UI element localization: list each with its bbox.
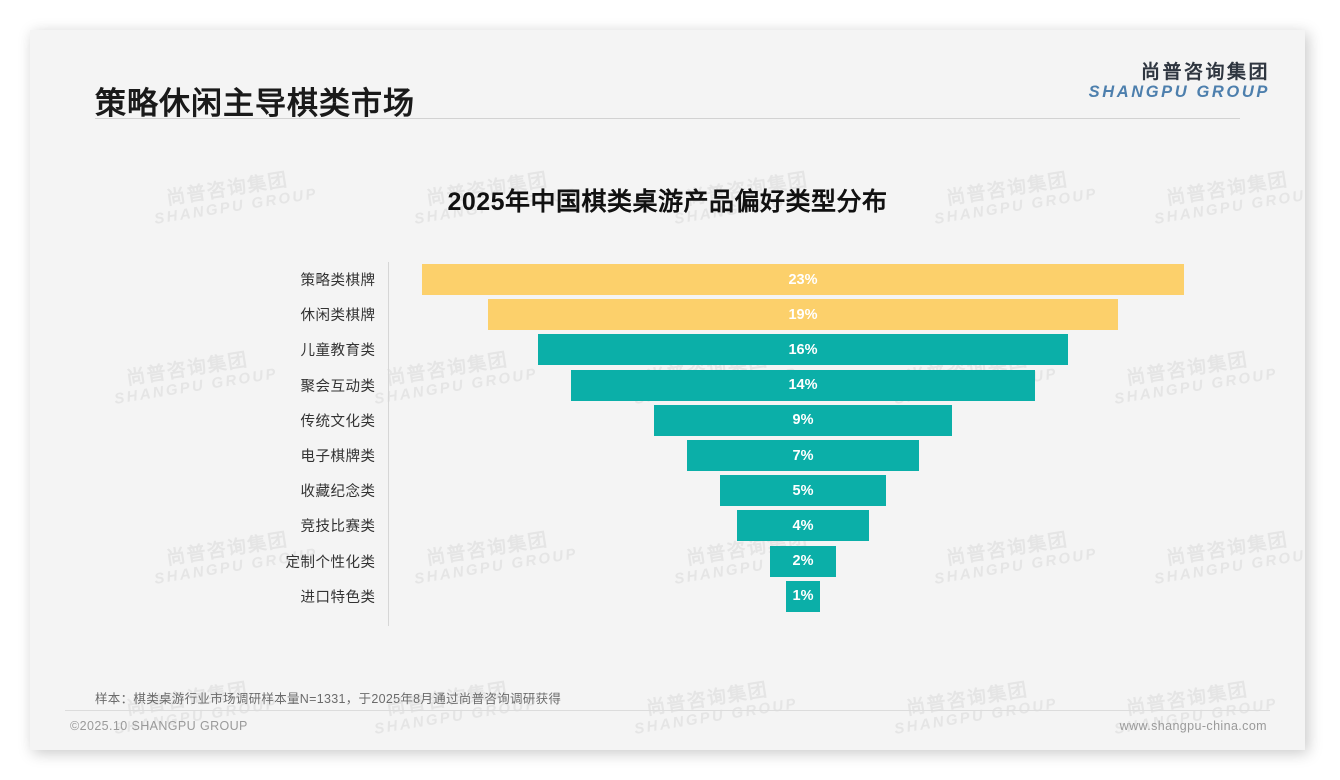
bar-chart-plot: 策略类棋牌 23% 休闲类棋牌 19% 儿童教育类 16% 聚会互动类 14% 传统文化类 9% 电… — [118, 262, 1218, 626]
bar-segment[interactable]: 5% — [720, 475, 886, 507]
bar-category-label: 进口特色类 — [300, 589, 376, 606]
bar-row: 儿童教育类 16% — [118, 332, 1218, 367]
bar-track: 9% — [389, 403, 1218, 438]
brand-logo-cn: 尚普咨询集团 — [1140, 62, 1270, 83]
bar-track: 5% — [389, 473, 1218, 508]
bar-segment[interactable]: 2% — [769, 545, 837, 577]
bar-value-label: 5% — [792, 482, 814, 499]
bar-segment[interactable]: 4% — [736, 510, 870, 542]
bar-row: 聚会互动类 14% — [118, 368, 1218, 403]
footer-divider — [65, 710, 1270, 711]
bar-track: 7% — [389, 438, 1218, 473]
bar-category-label: 竞技比赛类 — [300, 519, 376, 536]
slide-header: 策略休闲主导棋类市场 尚普咨询集团 SHANGPU GROUP — [30, 30, 1305, 121]
bar-row: 休闲类棋牌 19% — [118, 297, 1218, 332]
slide-card: 尚普咨询集团 SHANGPU GROUP 尚普咨询集团 SHANGPU GROUP 尚普… — [30, 30, 1305, 750]
bar-category-label: 收藏纪念类 — [300, 484, 376, 501]
website-url: www.shangpu-china.com — [1119, 719, 1267, 733]
bar-row: 进口特色类 1% — [118, 579, 1218, 614]
bar-track: 14% — [389, 368, 1218, 403]
chart-title: 2025年中国棋类桌游产品偏好类型分布 — [447, 188, 888, 216]
header-divider — [95, 118, 1240, 119]
bar-row: 电子棋牌类 7% — [118, 438, 1218, 473]
bar-track: 4% — [389, 508, 1218, 543]
bar-track: 1% — [389, 579, 1218, 614]
bar-row: 收藏纪念类 5% — [118, 473, 1218, 508]
bar-value-label: 4% — [792, 517, 814, 534]
bar-segment[interactable]: 9% — [653, 404, 953, 436]
bar-value-label: 14% — [788, 377, 818, 394]
brand-logo: 尚普咨询集团 SHANGPU GROUP — [1089, 62, 1270, 102]
bar-value-label: 9% — [792, 412, 814, 429]
bar-segment[interactable]: 7% — [686, 440, 920, 472]
chart-panel: 2025年中国棋类桌游产品偏好类型分布 策略类棋牌 23% 休闲类棋牌 19% 儿童教育… — [30, 126, 1305, 686]
bar-track: 16% — [389, 332, 1218, 367]
category-axis-line — [387, 262, 389, 626]
bar-track: 23% — [389, 262, 1218, 297]
page-title: 策略休闲主导棋类市场 — [95, 86, 415, 121]
bar-category-label: 定制个性化类 — [285, 554, 376, 571]
brand-logo-en: SHANGPU GROUP — [1088, 83, 1270, 102]
bar-category-label: 休闲类棋牌 — [300, 308, 376, 325]
bar-row: 策略类棋牌 23% — [118, 262, 1218, 297]
source-note: 样本：棋类桌游行业市场调研样本量N=1331，于2025年8月通过尚普咨询调研获… — [95, 692, 562, 706]
bar-segment[interactable]: 14% — [570, 369, 1036, 401]
slide-footer: ©2025.10 SHANGPU GROUP www.shangpu-china… — [30, 710, 1305, 750]
bar-value-label: 2% — [792, 553, 814, 570]
bar-segment[interactable]: 19% — [487, 299, 1119, 331]
bar-category-label: 聚会互动类 — [300, 378, 376, 395]
bar-segment[interactable]: 1% — [786, 580, 820, 612]
bar-category-label: 电子棋牌类 — [300, 449, 376, 466]
bar-track: 2% — [389, 544, 1218, 579]
bar-category-label: 儿童教育类 — [300, 343, 376, 360]
bar-value-label: 7% — [792, 447, 814, 464]
bar-segment[interactable]: 16% — [537, 334, 1069, 366]
bar-list: 策略类棋牌 23% 休闲类棋牌 19% 儿童教育类 16% 聚会互动类 14% 传统文化类 9% 电… — [118, 262, 1218, 614]
bar-row: 传统文化类 9% — [118, 403, 1218, 438]
bar-value-label: 19% — [788, 306, 818, 323]
bar-category-label: 策略类棋牌 — [300, 273, 376, 290]
bar-row: 定制个性化类 2% — [118, 544, 1218, 579]
bar-value-label: 1% — [792, 588, 814, 605]
copyright-text: ©2025.10 SHANGPU GROUP — [70, 719, 248, 733]
bar-category-label: 传统文化类 — [300, 413, 376, 430]
bar-track: 19% — [389, 297, 1218, 332]
bar-value-label: 23% — [788, 271, 818, 288]
bar-segment[interactable]: 23% — [421, 264, 1185, 296]
bar-value-label: 16% — [788, 341, 818, 358]
bar-row: 竞技比赛类 4% — [118, 508, 1218, 543]
